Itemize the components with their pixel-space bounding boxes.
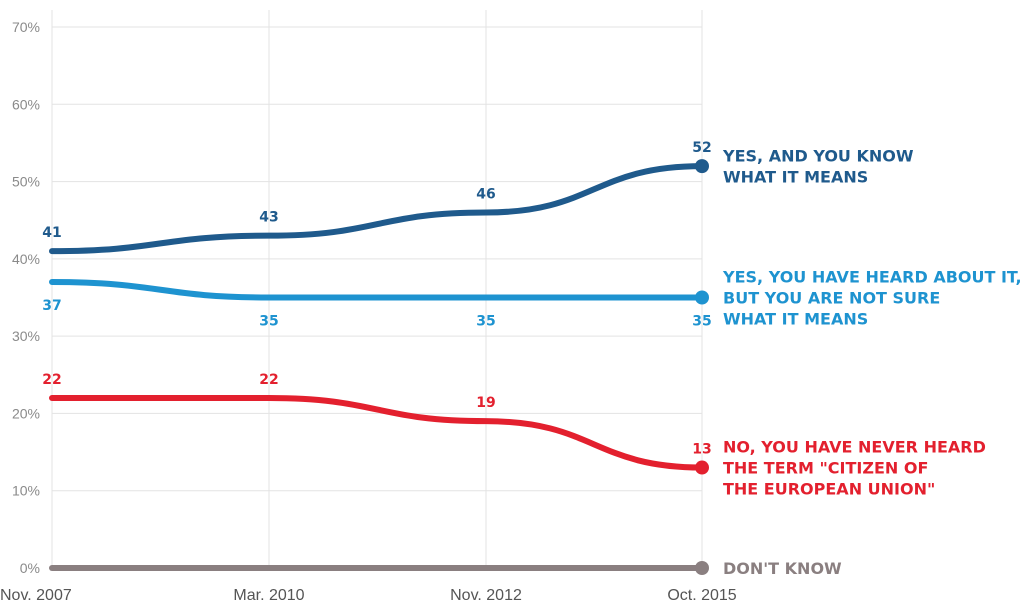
- series-name-label: NO, YOU HAVE NEVER HEARD: [723, 438, 986, 457]
- x-tick-label: Nov. 2012: [450, 587, 522, 604]
- series-line: [49, 394, 705, 471]
- data-label: 43: [259, 210, 278, 226]
- series-name-label: WHAT IT MEANS: [723, 168, 868, 187]
- x-tick-label: Mar. 2010: [233, 587, 304, 604]
- data-label: 35: [259, 314, 278, 330]
- data-label: 35: [476, 314, 495, 330]
- x-tick-label: Nov. 2007: [0, 587, 72, 604]
- series-name-label: DON'T KNOW: [723, 559, 842, 578]
- x-axis-ticks: Nov. 2007 Mar. 2010 Nov. 2012 Oct. 2015: [0, 587, 737, 604]
- series-end-marker: [695, 460, 709, 475]
- series-name-label: THE TERM "CITIZEN OF: [723, 459, 928, 478]
- data-label: 41: [42, 225, 61, 241]
- series-line: [49, 163, 705, 255]
- data-label: 19: [476, 395, 495, 411]
- x-tick-label: Oct. 2015: [667, 587, 736, 604]
- data-label: 37: [42, 298, 61, 314]
- series-end-marker: [695, 290, 709, 305]
- series-line: [49, 279, 705, 301]
- data-label: 22: [259, 372, 278, 388]
- series-name-label: THE EUROPEAN UNION": [723, 480, 935, 499]
- y-tick-label: 10%: [12, 483, 40, 499]
- series-name-label: YES, AND YOU KNOW: [722, 147, 914, 166]
- y-tick-label: 0%: [20, 560, 40, 576]
- data-label: 46: [476, 186, 495, 202]
- series-labels: YES, AND YOU KNOW WHAT IT MEANS YES, YOU H…: [722, 147, 1020, 578]
- y-axis-ticks: 0% 10% 20% 30% 40% 50% 60% 70%: [12, 19, 40, 576]
- series-end-marker: [695, 561, 709, 575]
- y-tick-label: 30%: [12, 328, 40, 344]
- data-labels: 41 43 46 52 37 35 35 35 22 22 19 13: [42, 140, 711, 457]
- data-label: 52: [692, 140, 711, 156]
- y-tick-label: 20%: [12, 405, 40, 421]
- data-label: 13: [692, 442, 711, 458]
- y-tick-label: 50%: [12, 174, 40, 190]
- grid: [51, 10, 703, 569]
- data-label: 22: [42, 372, 61, 388]
- series-name-label: WHAT IT MEANS: [723, 310, 868, 329]
- data-label: 35: [692, 314, 711, 330]
- series-name-label: BUT YOU ARE NOT SURE: [723, 289, 940, 308]
- y-tick-label: 40%: [12, 251, 40, 267]
- series-name-label: YES, YOU HAVE HEARD ABOUT IT,: [722, 268, 1020, 287]
- series-end-marker: [695, 159, 709, 174]
- y-tick-label: 70%: [12, 19, 40, 35]
- y-tick-label: 60%: [12, 96, 40, 112]
- series-lines: [49, 159, 709, 575]
